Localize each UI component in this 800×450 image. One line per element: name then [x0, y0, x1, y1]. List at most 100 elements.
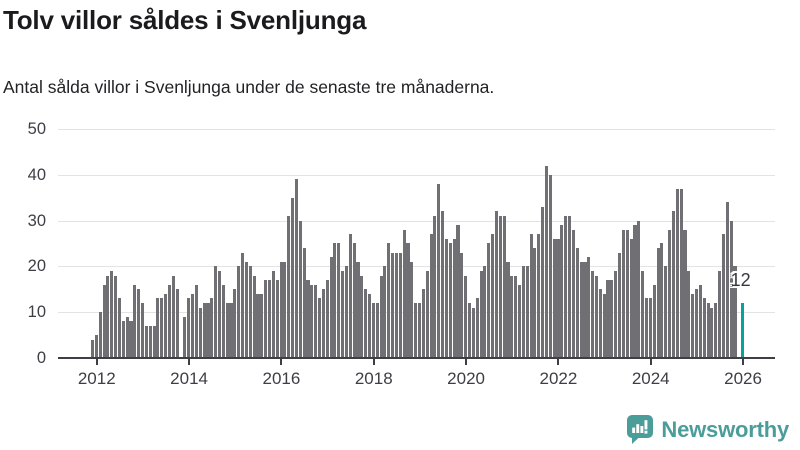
- bar: [483, 266, 487, 358]
- bar: [729, 220, 733, 358]
- x-axis-line: [58, 357, 775, 359]
- bar: [606, 280, 610, 358]
- bar: [394, 252, 398, 358]
- bar: [548, 174, 552, 358]
- x-axis-label-2024: 2024: [631, 369, 670, 388]
- x-axis-label-2012: 2012: [77, 369, 116, 388]
- bar: [710, 307, 714, 358]
- bar: [410, 261, 414, 358]
- bar: [475, 298, 479, 358]
- bar: [144, 325, 148, 358]
- bar: [679, 188, 683, 358]
- x-axis-label-2014: 2014: [170, 369, 209, 388]
- bar: [502, 215, 506, 358]
- bar: [321, 289, 325, 358]
- bar: [356, 261, 360, 358]
- bar: [141, 303, 145, 358]
- bar: [110, 270, 114, 358]
- bar: [691, 293, 695, 358]
- bar: [183, 316, 187, 358]
- bar: [471, 307, 475, 358]
- bar: [271, 270, 275, 358]
- bar: [302, 248, 306, 358]
- x-axis-tick-2020: [465, 359, 468, 365]
- bar: [506, 261, 510, 358]
- bar: [264, 280, 268, 358]
- bar: [333, 243, 337, 358]
- bar: [721, 234, 725, 358]
- bar: [364, 289, 368, 358]
- bar: [244, 261, 248, 358]
- bar: [291, 197, 295, 358]
- bar: [398, 252, 402, 358]
- bar: [298, 220, 302, 358]
- bar: [598, 289, 602, 358]
- bar: [464, 275, 468, 358]
- bar: [583, 261, 587, 358]
- bar: [229, 303, 233, 358]
- bar: [387, 243, 391, 358]
- bar: [429, 234, 433, 358]
- bar: [314, 284, 318, 358]
- bar: [556, 238, 560, 358]
- bar: [498, 215, 502, 358]
- newsworthy-logo[interactable]: Newsworthy: [627, 415, 789, 444]
- x-axis-tick-2022: [557, 359, 560, 365]
- bar: [391, 252, 395, 358]
- bar: [91, 339, 95, 358]
- bar: [687, 270, 691, 358]
- bar: [479, 270, 483, 358]
- bar: [575, 248, 579, 358]
- bar: [367, 293, 372, 358]
- bar: [421, 289, 425, 358]
- bar: [221, 284, 225, 358]
- bar: [260, 293, 264, 358]
- y-axis-label-40: 40: [27, 165, 46, 184]
- bar: [417, 303, 422, 358]
- bar: [706, 303, 710, 358]
- bar: [148, 325, 152, 358]
- bar: [317, 298, 322, 358]
- bar: [379, 275, 383, 358]
- bar: [452, 238, 456, 358]
- bar: [375, 303, 379, 358]
- y-axis-label-0: 0: [36, 349, 46, 367]
- bar: [533, 248, 537, 358]
- bar: [668, 229, 672, 358]
- bar: [652, 284, 656, 358]
- x-axis-tick-2014: [188, 359, 191, 365]
- bar: [664, 266, 668, 358]
- bar: [252, 275, 256, 358]
- x-axis-label-2018: 2018: [354, 369, 393, 388]
- bar: [348, 234, 352, 358]
- bar: [187, 298, 191, 358]
- bar: [521, 266, 525, 358]
- bar: [487, 243, 491, 358]
- bar: [671, 211, 675, 358]
- gridline: [58, 128, 775, 130]
- bar: [341, 270, 345, 358]
- bar: [160, 298, 164, 358]
- bar: [210, 298, 214, 358]
- bar: [202, 303, 206, 358]
- x-axis-tick-2024: [649, 359, 652, 365]
- bar: [544, 165, 549, 358]
- bar: [491, 234, 495, 358]
- bar: [237, 266, 241, 358]
- bar: [102, 284, 106, 358]
- bar: [125, 316, 129, 358]
- bar: [591, 270, 595, 358]
- bar: [402, 229, 406, 358]
- y-axis-label-30: 30: [27, 211, 46, 230]
- bar: [571, 229, 575, 358]
- bar: [175, 289, 179, 358]
- bar: [564, 215, 568, 358]
- bar: [137, 289, 141, 358]
- bar: [514, 275, 518, 358]
- y-axis-label-10: 10: [27, 303, 46, 322]
- bar: [217, 270, 222, 358]
- bar: [287, 215, 291, 358]
- bar: [406, 243, 410, 358]
- bar: [383, 266, 387, 358]
